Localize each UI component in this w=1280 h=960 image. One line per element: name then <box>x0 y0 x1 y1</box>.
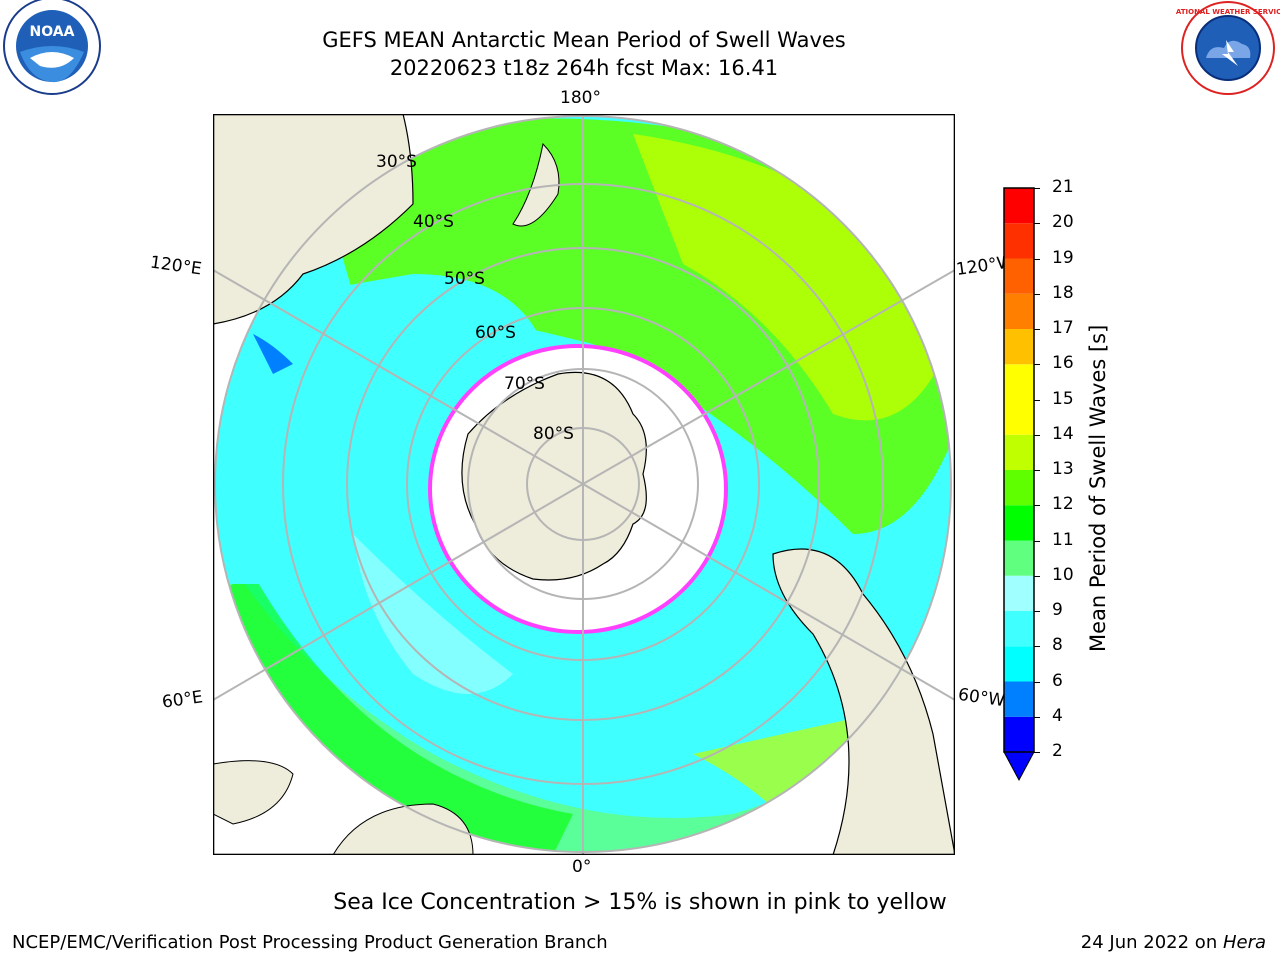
colorbar-tick-label: 14 <box>1052 423 1074 444</box>
colorbar <box>1003 187 1035 782</box>
colorbar-tick-label: 11 <box>1052 529 1074 550</box>
colorbar-tick-label: 17 <box>1052 318 1074 338</box>
colorbar-tick-mark <box>1034 434 1040 436</box>
colorbar-segment <box>1004 188 1034 224</box>
colorbar-tick-label: 9 <box>1052 600 1063 620</box>
colorbar-tick-label: 19 <box>1052 247 1074 268</box>
colorbar-segment <box>1004 575 1034 611</box>
lat-label-30s: 30°S <box>376 152 417 172</box>
colorbar-tick-mark <box>1034 752 1040 753</box>
africa-land <box>332 803 474 855</box>
colorbar-segment <box>1004 399 1034 435</box>
colorbar-segment <box>1004 293 1034 329</box>
colorbar-tick-mark <box>1034 716 1040 718</box>
colorbar-tick-label: 18 <box>1052 282 1074 303</box>
colorbar-tick-mark <box>1034 540 1040 542</box>
footer-machine: Hera <box>1222 932 1266 953</box>
lon-label-60w: 60°W <box>956 684 1007 712</box>
colorbar-tick-mark <box>1034 681 1040 683</box>
colorbar-tick-mark <box>1034 188 1040 189</box>
nws-logo-text: NATIONAL WEATHER SERVICE <box>1176 8 1280 16</box>
footer-credit: NCEP/EMC/Verification Post Processing Pr… <box>12 932 608 953</box>
colorbar-tick-mark <box>1034 364 1040 366</box>
colorbar-tick-label: 12 <box>1052 494 1074 515</box>
colorbar-segment <box>1004 434 1034 470</box>
colorbar-segment <box>1004 223 1034 259</box>
noaa-logo: NOAA <box>3 0 101 95</box>
colorbar-tick-label: 20 <box>1052 212 1074 233</box>
colorbar-segment <box>1004 364 1034 400</box>
lon-label-60e: 60°E <box>160 687 205 713</box>
colorbar-segment <box>1004 611 1034 647</box>
colorbar-segment <box>1004 505 1034 541</box>
map-subtitle: 20220623 t18z 264h fcst Max: 16.41 <box>389 56 779 80</box>
colorbar-tick-mark <box>1034 329 1040 330</box>
colorbar-tick-mark <box>1034 575 1040 577</box>
lat-label-50s: 50°S <box>444 269 485 289</box>
map-frame <box>212 113 956 856</box>
lat-label-60s: 60°S <box>475 323 516 343</box>
colorbar-title: Mean Period of Swell Waves [s] <box>1086 324 1110 652</box>
colorbar-tick-label: 2 <box>1052 741 1063 761</box>
colorbar-tick-label: 4 <box>1052 705 1063 726</box>
colorbar-tick-mark <box>1034 399 1040 401</box>
colorbar-tick-mark <box>1034 223 1040 225</box>
colorbar-tick-label: 21 <box>1052 177 1074 197</box>
colorbar-segment <box>1004 681 1034 717</box>
colorbar-segment <box>1004 258 1034 294</box>
colorbar-tick-mark <box>1034 293 1040 295</box>
sea-ice-caption: Sea Ice Concentration > 15% is shown in … <box>333 890 947 915</box>
colorbar-tick-mark <box>1034 470 1040 471</box>
colorbar-segment <box>1004 329 1034 365</box>
colorbar-tick-label: 16 <box>1052 353 1074 374</box>
colorbar-tick-mark <box>1034 258 1040 260</box>
colorbar-segment <box>1004 646 1034 682</box>
polar-map <box>212 113 956 856</box>
lat-label-40s: 40°S <box>413 212 454 232</box>
swell-band-yellowgreen <box>633 134 951 421</box>
lon-label-180: 180° <box>560 88 601 108</box>
nws-logo: NATIONAL WEATHER SERVICE <box>1176 1 1280 95</box>
colorbar-extend-arrow <box>1003 751 1035 782</box>
footer-date: 24 Jun 2022 on Hera <box>1081 932 1266 953</box>
colorbar-tick-label: 10 <box>1052 564 1074 585</box>
colorbar-tick-label: 15 <box>1052 388 1074 409</box>
lat-label-70s: 70°S <box>504 374 545 394</box>
graticule <box>213 114 955 855</box>
colorbar-tick-label: 6 <box>1052 670 1063 691</box>
map-title: GEFS MEAN Antarctic Mean Period of Swell… <box>322 28 846 52</box>
lon-label-120e: 120°E <box>148 252 203 280</box>
colorbar-tick-label: 8 <box>1052 635 1063 656</box>
colorbar-segment <box>1004 716 1034 752</box>
lat-label-80s: 80°S <box>533 424 574 444</box>
lon-label-0: 0° <box>572 857 592 877</box>
noaa-logo-text: NOAA <box>30 24 75 40</box>
colorbar-segment <box>1004 540 1034 576</box>
south-america-land <box>772 548 955 855</box>
footer-date-text: 24 Jun 2022 on <box>1080 932 1223 953</box>
colorbar-tick-mark <box>1034 611 1040 612</box>
new-zealand-land <box>512 142 560 227</box>
colorbar-tick-mark <box>1034 505 1040 507</box>
colorbar-ticks: 2 4 6 8 9 10 11 12 13 14 15 16 17 18 19 20 21 <box>1034 177 1080 786</box>
madagascar-land <box>213 760 294 825</box>
colorbar-tick-mark <box>1034 646 1040 648</box>
map-panel <box>212 113 956 856</box>
colorbar-tick-label: 13 <box>1052 459 1074 479</box>
colorbar-segment <box>1004 470 1034 506</box>
